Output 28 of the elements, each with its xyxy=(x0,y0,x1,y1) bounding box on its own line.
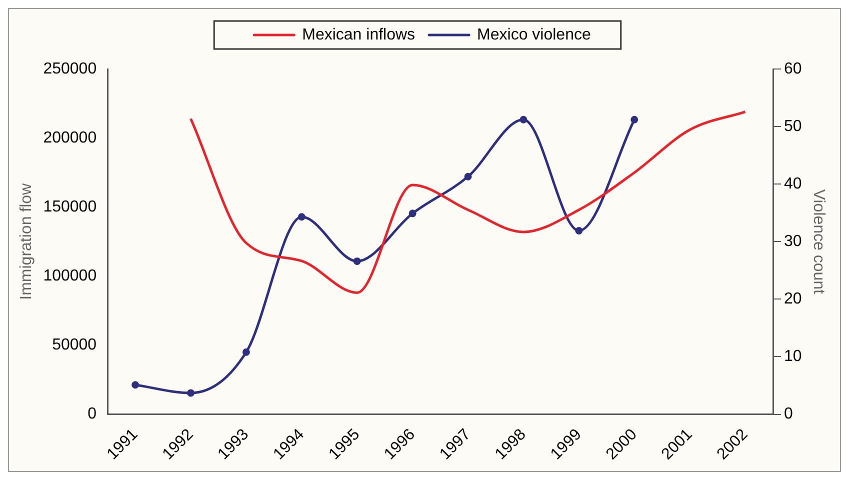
y-tick-label: 50000 xyxy=(52,336,97,354)
y-tick-label: 150000 xyxy=(43,198,97,216)
point xyxy=(408,210,416,218)
point xyxy=(353,257,361,265)
y2-tick-label: 30 xyxy=(784,233,802,250)
y2-tick-label: 40 xyxy=(784,175,802,192)
point xyxy=(132,381,140,389)
y-axis-title: Immigration flow xyxy=(18,182,36,300)
y2-tick-label: 20 xyxy=(784,290,802,308)
point xyxy=(630,116,638,124)
point xyxy=(464,172,472,180)
y-tick-label: 200000 xyxy=(43,129,97,146)
point xyxy=(187,389,195,397)
y-tick-label: 250000 xyxy=(43,60,97,78)
line-series xyxy=(190,110,747,294)
y-tick-label: 100000 xyxy=(43,268,97,285)
point xyxy=(242,348,250,356)
y2-tick-label: 60 xyxy=(784,60,802,78)
y2-tick-label: 0 xyxy=(784,406,794,423)
legend-label: Mexico violence xyxy=(477,26,591,44)
y-tick-label: 0 xyxy=(88,406,97,423)
y2-tick-label: 50 xyxy=(784,118,802,135)
point xyxy=(298,213,306,221)
point xyxy=(520,116,528,124)
point xyxy=(575,226,583,234)
legend-label: Mexican inflows xyxy=(302,26,416,44)
y2-tick-label: 10 xyxy=(784,348,802,366)
y2-axis-title: Violence count xyxy=(810,189,827,295)
